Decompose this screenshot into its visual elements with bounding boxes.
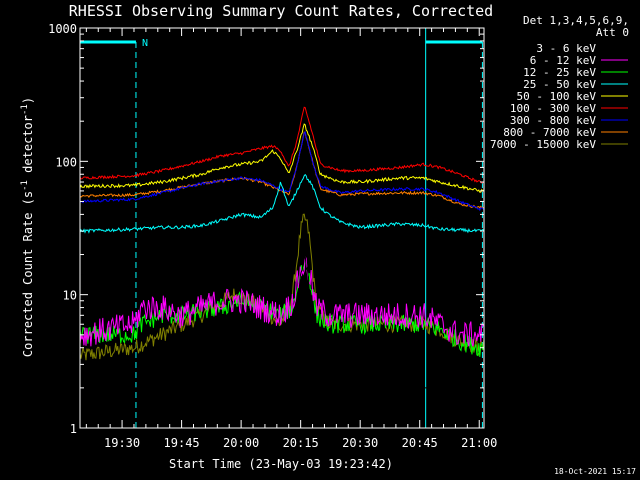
axis-ticks: 19:30 19:45 20:00 20:15 20:30 20:45 21:00 1 10 10… [48,22,497,450]
y-tick-label: 10 [63,289,77,303]
x-tick-label: 20:00 [223,436,259,450]
series-line-0 [80,253,484,428]
x-tick-label: 20:45 [402,436,438,450]
legend-header-detectors: Det 1,3,4,5,6,9, [523,14,629,27]
legend-label: 3 - 6 keV [536,42,596,55]
x-tick-label: 21:00 [461,436,497,450]
legend-label: 12 - 25 keV [523,66,596,79]
legend-label: 25 - 50 keV [523,78,596,91]
series-line-3 [80,173,484,234]
legend-label: 100 - 300 keV [510,102,596,115]
series-line-6 [80,130,484,212]
legend-label: 6 - 12 keV [530,54,597,67]
series-line-4 [80,123,484,193]
series-line-7 [80,131,484,209]
x-tick-label: 19:45 [164,436,200,450]
x-tick-label: 19:30 [104,436,140,450]
legend-label: 800 - 7000 keV [503,126,596,139]
series-line-5 [80,106,484,184]
y-tick-label: 100 [55,155,77,169]
series-line-1 [80,256,484,347]
legend-label: 7000 - 15000 keV [490,138,596,151]
legend-label: 300 - 800 keV [510,114,596,127]
series-line-8 [80,213,484,361]
x-tick-label: 20:15 [283,436,319,450]
night-markers: N [80,28,483,428]
x-tick-label: 20:30 [342,436,378,450]
y-tick-label: 1000 [48,22,77,36]
y-axis-label: Corrected Count Rate (s-1 detector-1) [20,97,35,357]
legend-header-attenuator: Att 0 [596,26,629,39]
footer-date: 18-Oct-2021 15:17 [554,467,636,476]
axes [79,27,485,429]
plot-frame [79,27,485,429]
y-tick-label: 1 [70,422,77,436]
series-layer [80,106,484,428]
night-label: N [142,38,148,49]
legend-label: 50 - 100 keV [517,90,597,103]
chart-title: RHESSI Observing Summary Count Rates, Co… [69,2,493,20]
x-axis-label: Start Time (23-May-03 19:23:42) [169,457,393,471]
